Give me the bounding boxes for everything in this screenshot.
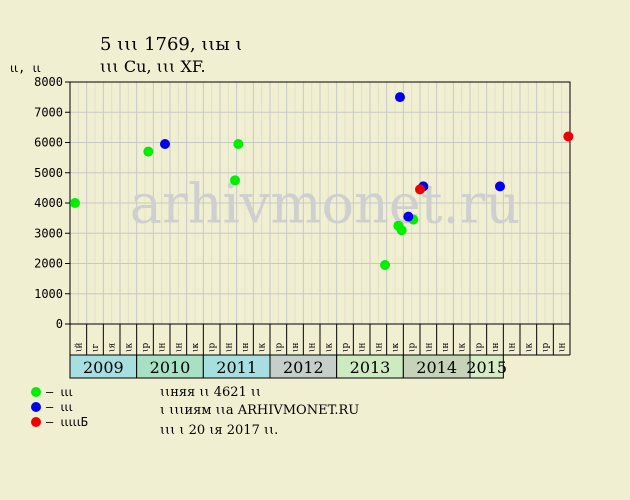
x-tick-label: ꙇр	[274, 342, 284, 352]
data-point	[495, 181, 505, 192]
x-tick-label: ꙇр	[208, 342, 218, 352]
x-tick-label: ꙇн	[491, 342, 501, 352]
x-tick-label: ꙇн	[158, 342, 168, 352]
legend-label: – ꙇꙇꙇꙇꙇБ	[46, 415, 88, 429]
x-tick-label: ꙇн	[291, 342, 301, 352]
x-tick-label: ꙇн	[441, 342, 451, 352]
year-label-2009: 2009	[83, 358, 124, 377]
note-line-2: ꙇ ꙇꙇꙇиям ꙇꙇа ARHIVMONET.RU	[160, 403, 359, 418]
data-point	[380, 260, 390, 271]
x-tick-label: ꙇр	[541, 342, 551, 352]
legend-marker	[31, 417, 41, 427]
x-tick-label: ꙇй	[74, 342, 84, 352]
x-tick-label: ꙇр	[474, 342, 484, 352]
y-tick-label: 0	[56, 317, 63, 331]
legend-marker	[31, 402, 41, 412]
x-tick-label: ꙇн	[358, 342, 368, 352]
year-band-2015	[469, 354, 504, 379]
y-tick-label: 3000	[34, 226, 63, 240]
y-axis-label: ꙇꙇ, ꙇꙇ	[10, 61, 41, 75]
watermark: arhivmonet.ru	[130, 173, 520, 236]
year-label-2015: 2015	[466, 358, 507, 377]
data-point	[403, 211, 414, 222]
data-point	[233, 139, 244, 150]
year-label-2010: 2010	[150, 358, 191, 377]
y-tick-label: 2000	[34, 257, 63, 271]
data-point	[396, 225, 407, 236]
x-tick-label: ꙇн	[174, 342, 184, 352]
y-tick-label: 6000	[34, 136, 63, 150]
notes: ꙇꙇняя ꙇꙇ 4621 ꙇꙇ ꙇ ꙇꙇꙇиям ꙇꙇа ARHIVMONET…	[160, 385, 359, 438]
x-tick-label: ꙇн	[308, 342, 318, 352]
legend: – ꙇꙇꙇ– ꙇꙇꙇ– ꙇꙇꙇꙇꙇБ	[31, 385, 88, 429]
x-tick-label: ꙇн	[224, 342, 234, 352]
year-label-2011: 2011	[216, 358, 257, 377]
x-tick-label: ꙇр	[141, 342, 151, 352]
x-tick-label: ꙇк	[124, 342, 134, 352]
note-line-3: ꙇꙇꙇ ꙇ 20 ꙇя 2017 ꙇꙇ.	[160, 423, 278, 438]
chart-title: 5 ꙇꙇꙇ 1769, ꙇꙇы ꙇ	[100, 34, 243, 55]
data-point	[395, 92, 405, 103]
y-tick-label: 5000	[34, 166, 63, 180]
x-tick-label: ꙇк	[258, 342, 268, 352]
year-label-2013: 2013	[350, 358, 391, 377]
year-label-2012: 2012	[283, 358, 324, 377]
data-point	[160, 139, 170, 150]
chart-subtitle: ꙇꙇꙇ Cu, ꙇꙇꙇ XF.	[100, 57, 206, 76]
note-line-1: ꙇꙇняя ꙇꙇ 4621 ꙇꙇ	[160, 385, 261, 400]
x-tick-label: ꙇк	[191, 342, 201, 352]
x-tick-label: ꙇк	[524, 342, 534, 352]
x-tick-label: ꙇя	[108, 342, 118, 352]
year-label-2014: 2014	[416, 358, 457, 377]
x-tick-label: ꙇг	[91, 343, 101, 352]
y-tick-label: 8000	[34, 75, 63, 89]
x-tick-label: ꙇн	[558, 342, 568, 352]
x-tick-label: ꙇк	[391, 342, 401, 352]
data-point	[415, 184, 425, 195]
data-point	[70, 198, 80, 208]
x-tick-label: ꙇн	[508, 342, 518, 352]
x-tick-label: ꙇн	[241, 342, 251, 352]
x-tick-label: ꙇк	[324, 342, 334, 352]
data-point	[563, 131, 574, 142]
x-tick-label: ꙇн	[374, 342, 384, 352]
data-point	[143, 146, 154, 157]
plot-area: 0 1000 2000 3000 4000 5000 6000 7000 8000 arhivmo…	[34, 75, 574, 379]
x-tick-label: ꙇр	[341, 342, 351, 352]
legend-label: – ꙇꙇꙇ	[46, 400, 73, 414]
data-point	[230, 175, 240, 186]
x-tick-label: ꙇн	[424, 342, 434, 352]
y-tick-label: 4000	[34, 196, 63, 210]
x-tick-label: ꙇр	[408, 342, 418, 352]
y-tick-label: 1000	[34, 287, 63, 301]
x-tick-label: ꙇк	[458, 342, 468, 352]
legend-marker	[31, 387, 41, 397]
legend-label: – ꙇꙇꙇ	[46, 385, 73, 399]
y-tick-label: 7000	[34, 105, 63, 119]
